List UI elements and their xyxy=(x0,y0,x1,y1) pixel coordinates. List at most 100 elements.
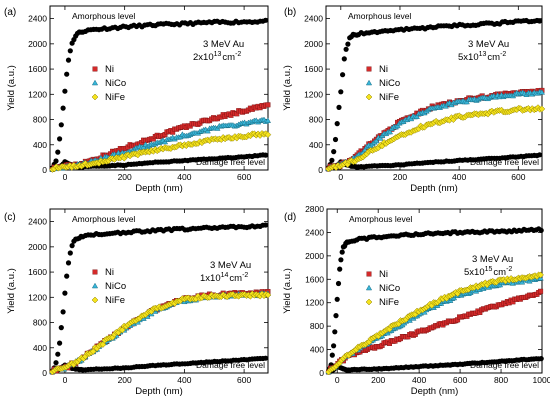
x-tick-label: 0 xyxy=(63,375,68,385)
legend-label-ni: Ni xyxy=(379,269,388,280)
x-tick-label: 200 xyxy=(118,375,132,385)
series-nico-point xyxy=(264,117,272,123)
series-nico-point xyxy=(394,122,401,129)
x-tick-label: 0 xyxy=(63,172,68,182)
amorphous-point xyxy=(55,351,61,357)
panel-label: (c) xyxy=(4,212,16,223)
amorphous-point xyxy=(331,149,337,155)
x-tick-label: 0 xyxy=(338,172,343,182)
y-tick-label: 2000 xyxy=(305,251,324,261)
legend-marker-nife xyxy=(91,93,99,101)
fluence-label: 2x1013cm-2 xyxy=(193,51,241,63)
y-tick-label: 400 xyxy=(33,140,47,150)
beam-label: 3 MeV Au xyxy=(472,254,513,265)
legend-label-nife: NiFe xyxy=(379,297,399,308)
x-tick-label: 400 xyxy=(177,375,191,385)
fluence-unit-exponent: -2 xyxy=(500,51,506,58)
amorphous-point xyxy=(67,250,73,256)
series-ni-point xyxy=(265,102,271,108)
panel-label: (b) xyxy=(284,7,296,18)
x-tick-label: 600 xyxy=(453,375,467,385)
y-tick-label: 800 xyxy=(310,321,324,331)
fluence-exponent: 13 xyxy=(479,51,487,58)
amorphous-point xyxy=(337,266,343,272)
amorphous-point xyxy=(64,71,70,77)
damage-free-point xyxy=(263,152,269,158)
x-tick-label: 600 xyxy=(237,375,251,385)
amorphous-point xyxy=(341,56,347,62)
fluence-unit-exponent: -2 xyxy=(235,51,241,58)
amorphous-point xyxy=(65,260,72,266)
y-tick-label: 1600 xyxy=(304,64,323,74)
damage-free-point xyxy=(537,152,543,158)
amorphous-point xyxy=(336,104,342,110)
damage-free-level-label: Damage free level xyxy=(196,360,265,370)
amorphous-point xyxy=(339,249,345,255)
amorphous-point xyxy=(335,280,342,287)
y-tick-label: 2400 xyxy=(305,227,324,237)
chart-panel-c: 0 200 400 600 0 400 800 1200 1600 2000 2400 Depth (… xyxy=(4,208,272,397)
legend-marker-nife xyxy=(365,298,373,306)
beam-label: 3 MeV Au xyxy=(210,260,251,271)
x-axis-label: Depth (nm) xyxy=(135,386,183,397)
amorphous-point xyxy=(57,340,63,346)
amorphous-point xyxy=(343,46,349,52)
fluence-exponent: 13 xyxy=(214,51,222,58)
legend-label-nico: NiCo xyxy=(379,78,400,89)
damage-free-level-label: Damage free level xyxy=(196,157,265,167)
series-nife-point xyxy=(538,105,546,113)
legend-label-nife: NiFe xyxy=(105,295,125,306)
amorphous-point xyxy=(332,136,339,143)
fluence-exponent: 15 xyxy=(485,266,493,273)
y-tick-label: 0 xyxy=(318,165,323,175)
amorphous-point xyxy=(53,360,59,366)
y-tick-label: 2400 xyxy=(28,14,47,24)
plot-frame xyxy=(49,5,269,171)
x-axis-label: Depth (nm) xyxy=(410,183,458,194)
x-axis-label: Depth (nm) xyxy=(411,386,459,397)
amorphous-point xyxy=(263,17,269,23)
fluence-unit: cm xyxy=(487,52,500,63)
amorphous-point xyxy=(334,296,340,302)
y-tick-label: 1200 xyxy=(304,89,323,99)
amorphous-point xyxy=(65,57,72,63)
y-tick-label: 2400 xyxy=(304,14,323,24)
y-tick-label: 800 xyxy=(33,318,47,328)
beam-label: 3 MeV Au xyxy=(468,39,509,50)
x-tick-label: 200 xyxy=(118,172,132,182)
x-tick-label: 400 xyxy=(177,172,191,182)
y-tick-label: 1600 xyxy=(305,274,324,284)
amorphous-point xyxy=(333,313,339,319)
series-nife-point xyxy=(264,131,272,139)
x-tick-label: 600 xyxy=(237,172,251,182)
legend: Ni NiCo NiFe xyxy=(365,64,400,103)
legend-marker-ni xyxy=(366,271,372,277)
legend-label-nico: NiCo xyxy=(379,283,400,294)
fluence-label: 5x1015cm-2 xyxy=(464,266,512,278)
amorphous-point xyxy=(60,105,66,111)
x-tick-label: 0 xyxy=(335,375,340,385)
legend-label-nico: NiCo xyxy=(105,78,126,89)
series-nico-point xyxy=(413,113,420,119)
amorphous-point xyxy=(537,18,543,24)
plot-frame xyxy=(325,5,543,171)
y-tick-label: 1200 xyxy=(28,89,47,99)
fluence-exponent: 14 xyxy=(221,272,229,279)
x-tick-label: 200 xyxy=(371,375,385,385)
y-tick-label: 800 xyxy=(309,115,323,125)
x-tick-label: 1000 xyxy=(533,375,550,385)
series-nico-point xyxy=(538,89,546,95)
amorphous-point xyxy=(332,329,338,335)
legend-marker-nico xyxy=(365,79,373,86)
amorphous-level-label: Amorphous level xyxy=(72,11,135,21)
panel-label: (a) xyxy=(4,7,16,18)
legend-marker-ni xyxy=(92,269,98,275)
damage-free-point xyxy=(538,356,544,362)
y-tick-label: 2000 xyxy=(304,39,323,49)
y-tick-label: 1200 xyxy=(28,292,47,302)
legend-label-nife: NiFe xyxy=(105,92,125,103)
amorphous-level-label: Amorphous level xyxy=(349,214,412,224)
y-tick-label: 800 xyxy=(33,115,47,125)
beam-label: 3 MeV Au xyxy=(203,39,244,50)
